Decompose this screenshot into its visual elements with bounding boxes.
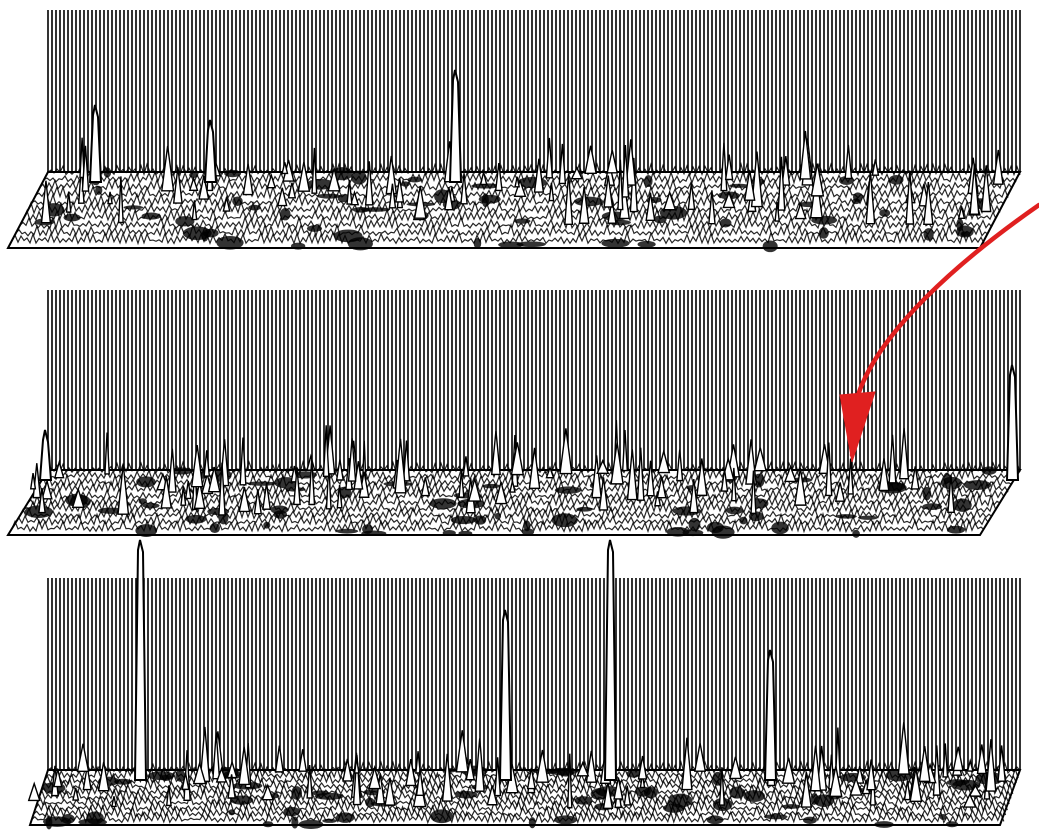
- surface-peaks: [27, 539, 1007, 809]
- surface-peaks: [40, 69, 1004, 226]
- surface-floor: [6, 459, 1022, 539]
- top-surface-plot-panel: [6, 10, 1022, 253]
- stripe-field: [47, 10, 1021, 172]
- middle-surface-plot-panel: [6, 290, 1022, 539]
- bottom-surface-plot-panel: [27, 539, 1022, 830]
- stripe-field: [47, 578, 1021, 770]
- surface-peaks: [29, 364, 1020, 516]
- red-arrow-annotation: [839, 202, 1039, 463]
- stripe-field: [47, 290, 1021, 470]
